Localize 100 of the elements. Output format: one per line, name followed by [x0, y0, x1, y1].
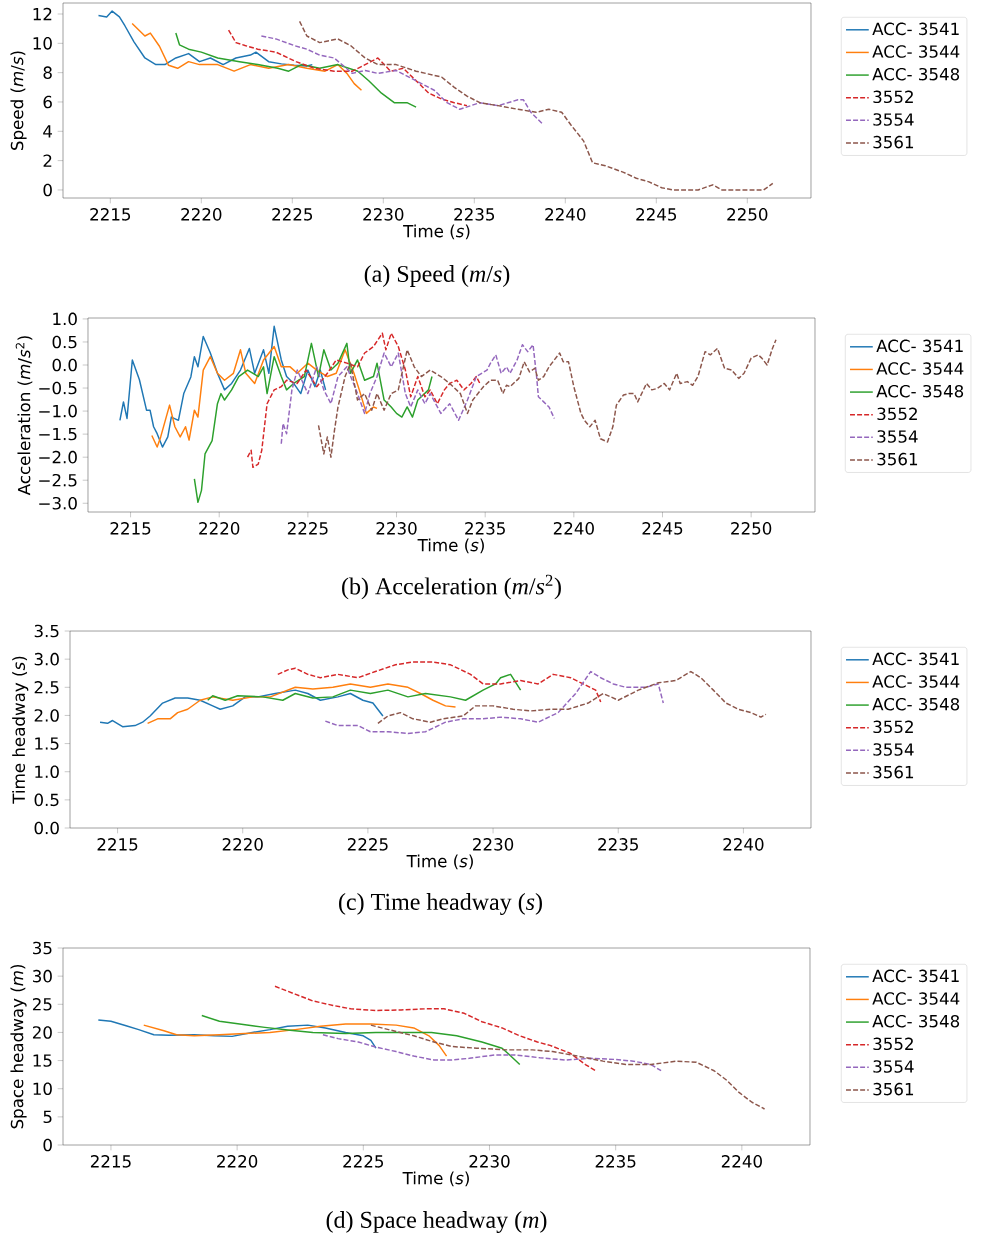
x-tick-label: 2240 — [553, 522, 594, 535]
y-tick-label: 1.0 — [35, 765, 59, 779]
x-tick-label: 2220 — [217, 1155, 258, 1168]
x-tick-label: 2235 — [595, 1155, 636, 1168]
legend-label: 3554 — [873, 113, 914, 126]
text: (b) Acceleration (m/s$^{2}$) — [342, 574, 561, 600]
y-tick-label: 0.0 — [52, 358, 77, 372]
x-tick-label: 2245 — [642, 522, 683, 535]
x-tick-label: 2240 — [723, 838, 764, 851]
x-tick-label: 2250 — [731, 522, 772, 535]
x-tick-label: 2220 — [199, 522, 240, 535]
y-tick-label: 1.5 — [35, 737, 59, 750]
text: (d) Space headway (m) — [326, 1211, 547, 1233]
y-axis-title: Speed (m/s) — [10, 51, 27, 150]
y-tick-label: 4 — [43, 125, 53, 138]
y-axis-title: Acceleration (m/s$^{2}$) — [15, 336, 33, 496]
legend-label: ACC- 3548 — [872, 1014, 960, 1028]
legend-label: 3552 — [877, 407, 917, 421]
legend-label: 3552 — [873, 720, 913, 734]
line-series — [274, 985, 597, 1072]
y-tick-label: 0 — [43, 1138, 52, 1152]
line-series — [206, 673, 522, 701]
x-axis-title: Time (s) — [406, 854, 473, 870]
line-series — [193, 342, 433, 504]
legend-label: ACC- 3544 — [876, 362, 964, 375]
y-tick-label: 2.0 — [34, 709, 59, 722]
x-tick-label: 2225 — [287, 522, 328, 535]
x-tick-label: 2230 — [469, 1155, 510, 1168]
legend-label: ACC- 3544 — [872, 675, 960, 688]
line-series — [277, 661, 602, 703]
line-series — [246, 332, 481, 469]
x-tick-label: 2225 — [343, 1155, 384, 1168]
y-tick-label: 10 — [33, 37, 52, 50]
y-tick-label: −2.5 — [39, 473, 77, 487]
line-series — [175, 32, 417, 108]
legend-label: 3554 — [877, 430, 918, 443]
x-tick-label: 2240 — [721, 1155, 762, 1168]
y-tick-label: 15 — [33, 1054, 52, 1067]
x-axis-title: Time (s) — [403, 224, 470, 240]
y-tick-label: 0.5 — [52, 335, 77, 349]
y-tick-label: 3.0 — [34, 652, 59, 666]
legend-label: 3561 — [873, 1082, 914, 1096]
line-series — [146, 683, 457, 725]
x-tick-label: 2235 — [465, 522, 505, 535]
x-tick-label: 2215 — [90, 208, 131, 221]
line-series — [151, 345, 378, 448]
legend-label: 3552 — [873, 1037, 913, 1051]
y-axis-title: Time headway (s) — [12, 656, 29, 804]
y-tick-label: −2.0 — [39, 450, 77, 464]
line-series — [97, 1019, 377, 1049]
x-tick-label: 2250 — [727, 208, 768, 221]
line-series — [377, 670, 767, 725]
x-tick-label: 2215 — [90, 1155, 131, 1168]
y-tick-label: −3.0 — [39, 496, 77, 510]
legend-label: ACC- 3548 — [872, 67, 960, 81]
legend-label: 3561 — [873, 135, 914, 149]
x-tick-label: 2225 — [272, 208, 313, 221]
line-series — [324, 670, 665, 735]
legend-label: 3554 — [873, 1060, 914, 1073]
legend-label: 3561 — [877, 452, 918, 466]
x-tick-label: 2240 — [545, 208, 586, 221]
y-tick-label: 1.0 — [53, 312, 77, 326]
legend-label: ACC- 3541 — [872, 22, 959, 36]
y-tick-label: −1.5 — [39, 427, 77, 441]
x-tick-label: 2215 — [110, 522, 151, 535]
y-tick-label: 2.5 — [34, 680, 59, 694]
legend-label: ACC- 3541 — [876, 339, 963, 353]
x-tick-label: 2230 — [363, 208, 404, 221]
legend-label: ACC- 3548 — [872, 697, 960, 711]
x-axis-title: Time (s) — [417, 538, 484, 554]
x-tick-label: 2235 — [454, 208, 495, 221]
y-tick-label: 25 — [32, 997, 52, 1011]
y-tick-label: 35 — [33, 941, 52, 955]
y-tick-label: 10 — [33, 1082, 52, 1096]
line-series — [260, 35, 545, 126]
y-tick-label: −0.5 — [39, 381, 77, 395]
legend-label: ACC- 3544 — [872, 45, 960, 58]
y-tick-label: 6 — [43, 95, 52, 109]
x-tick-label: 2230 — [473, 838, 514, 851]
x-tick-label: 2245 — [636, 208, 677, 221]
line-series — [131, 22, 363, 91]
y-tick-label: 20 — [32, 1026, 52, 1039]
legend-label: ACC- 3541 — [872, 652, 959, 666]
line-series — [280, 344, 556, 445]
legend-label: 3554 — [873, 743, 914, 756]
line-series — [370, 1024, 766, 1110]
legend-label: ACC- 3548 — [876, 384, 964, 398]
y-tick-label: 2 — [43, 154, 52, 167]
x-axis-title: Time (s) — [402, 1171, 469, 1187]
y-tick-label: 0.5 — [34, 793, 59, 807]
line-series — [119, 325, 327, 448]
x-tick-label: 2230 — [376, 522, 417, 535]
y-axis-title: Space headway (m) — [10, 964, 27, 1129]
line-series — [143, 1023, 448, 1057]
legend-label: ACC- 3541 — [872, 969, 959, 983]
x-tick-label: 2220 — [181, 208, 222, 221]
line-series — [99, 689, 384, 728]
line-series — [322, 1033, 662, 1072]
y-tick-label: 3.5 — [34, 624, 59, 638]
y-tick-label: 0 — [43, 183, 52, 197]
